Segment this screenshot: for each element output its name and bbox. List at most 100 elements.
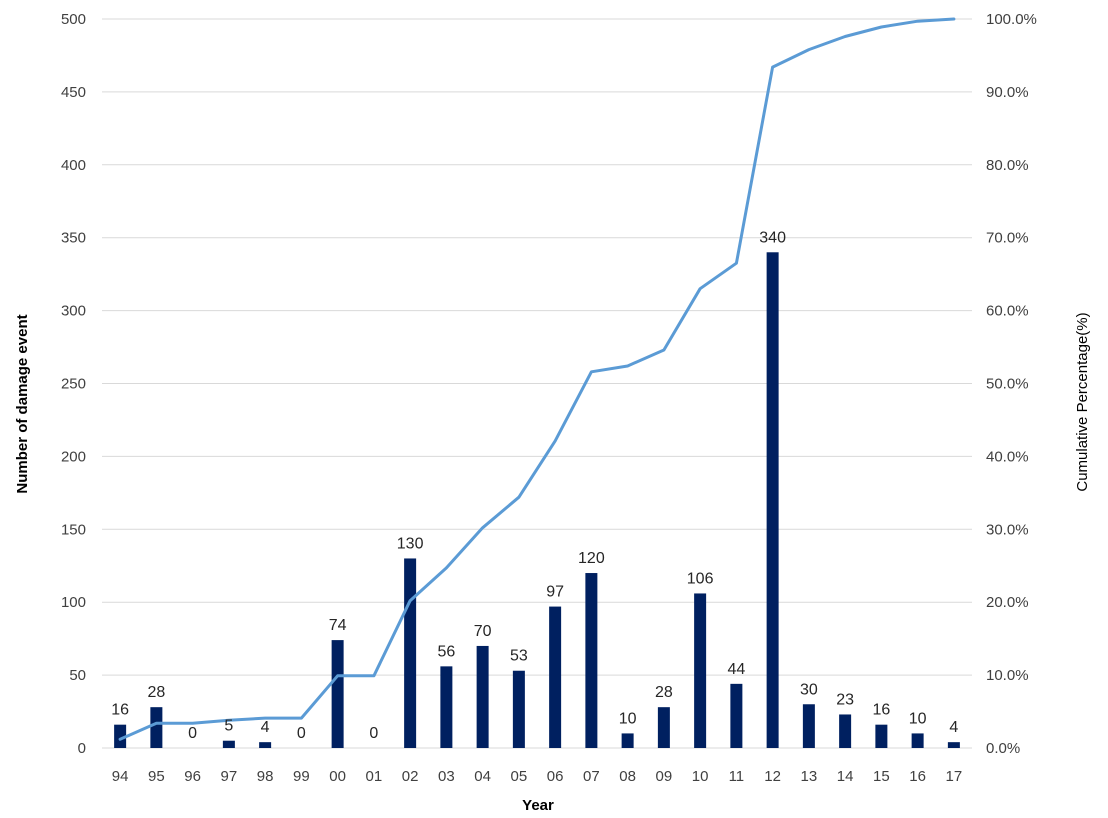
x-tick-label: 94 (112, 768, 129, 785)
x-tick-label: 02 (402, 768, 419, 785)
y2-tick-label: 20.0% (986, 594, 1029, 611)
data-label: 16 (872, 702, 890, 719)
y2-tick-label: 90.0% (986, 84, 1029, 101)
x-tick-label: 01 (366, 768, 383, 785)
y2-tick-label: 70.0% (986, 230, 1029, 247)
x-tick-label: 11 (729, 768, 745, 785)
y2-tick-label: 60.0% (986, 303, 1029, 320)
bar (259, 742, 272, 748)
gridlines (102, 18, 972, 749)
x-tick-label: 04 (474, 768, 491, 785)
data-label: 4 (261, 719, 270, 736)
cumulative-line-group (118, 17, 956, 741)
bar (730, 683, 743, 748)
bar (911, 733, 924, 748)
y-axis-right-title: Cumulative Percentage(%) (1074, 312, 1091, 491)
data-label: 0 (297, 725, 306, 742)
bar (657, 707, 670, 748)
x-tick-label: 14 (837, 768, 854, 785)
cumulative-line (118, 17, 956, 741)
data-label: 0 (188, 725, 197, 742)
data-label: 4 (949, 719, 958, 736)
bar (404, 558, 417, 748)
bar (512, 670, 525, 748)
data-label: 0 (369, 725, 378, 742)
x-tick-label: 03 (438, 768, 455, 785)
x-tick-label: 08 (619, 768, 636, 785)
data-label: 97 (546, 584, 564, 601)
y-tick-label: 450 (61, 84, 86, 101)
x-tick-label: 00 (329, 768, 346, 785)
data-label: 56 (437, 643, 455, 660)
x-tick-label: 17 (946, 768, 963, 785)
x-tick-label: 99 (293, 768, 310, 785)
bar (222, 740, 235, 748)
bar (476, 645, 489, 748)
bar (875, 724, 888, 748)
x-tick-label: 16 (909, 768, 926, 785)
y-tick-label: 350 (61, 230, 86, 247)
data-label: 74 (329, 617, 347, 634)
bars (114, 252, 960, 748)
x-tick-label: 98 (257, 768, 274, 785)
x-tick-label: 97 (221, 768, 238, 785)
data-label: 28 (147, 684, 165, 701)
y2-tick-label: 100.0% (986, 11, 1037, 28)
data-label: 16 (111, 702, 129, 719)
x-axis-ticks: 94 95 96 97 98 99 00 01 02 03 04 05 06 07 08 09 10 11 12 13… (112, 768, 962, 785)
y-axis-left-ticks: 0 50 100 150 200 250 300 350 400 450 500 (61, 11, 86, 757)
y-tick-label: 400 (61, 157, 86, 174)
x-tick-label: 05 (511, 768, 528, 785)
y-tick-label: 200 (61, 448, 86, 465)
x-tick-label: 10 (692, 768, 709, 785)
data-label: 30 (800, 681, 818, 698)
y-axis-right-ticks: 0.0% 10.0% 20.0% 30.0% 40.0% 50.0% 60.0% 70.0% 8… (986, 11, 1037, 757)
data-labels: 16 28 0 5 4 0 74 0 130 56 70 53 97 120 10 28 106 44 340 30 2… (111, 229, 958, 742)
bar (766, 252, 779, 748)
data-label: 44 (727, 661, 745, 678)
y-tick-label: 500 (61, 11, 86, 28)
data-label: 130 (397, 535, 424, 552)
y2-tick-label: 30.0% (986, 521, 1029, 538)
bar (150, 707, 163, 748)
y2-tick-label: 50.0% (986, 376, 1029, 393)
y-tick-label: 0 (78, 740, 86, 757)
x-tick-label: 96 (184, 768, 201, 785)
data-label: 5 (224, 718, 233, 735)
data-label: 120 (578, 550, 605, 567)
x-tick-label: 06 (547, 768, 564, 785)
bar (802, 704, 815, 748)
y-tick-label: 250 (61, 376, 86, 393)
data-label: 23 (836, 691, 854, 708)
data-label: 10 (909, 710, 927, 727)
y-tick-label: 100 (61, 594, 86, 611)
data-label: 106 (687, 570, 714, 587)
x-tick-label: 12 (764, 768, 781, 785)
bar (839, 714, 852, 748)
bar (549, 606, 562, 748)
data-label: 28 (655, 684, 673, 701)
y-tick-label: 50 (69, 667, 86, 684)
x-axis-title: Year (522, 797, 554, 814)
bar (114, 724, 127, 748)
data-label: 10 (619, 710, 637, 727)
bar (621, 733, 634, 748)
data-label: 53 (510, 648, 528, 665)
y-tick-label: 150 (61, 521, 86, 538)
y2-tick-label: 10.0% (986, 667, 1029, 684)
y2-tick-label: 40.0% (986, 448, 1029, 465)
y2-tick-label: 0.0% (986, 740, 1020, 757)
bar (694, 593, 707, 748)
y2-tick-label: 80.0% (986, 157, 1029, 174)
data-label: 340 (759, 229, 786, 246)
bar (585, 573, 598, 748)
bar (331, 640, 344, 748)
x-tick-label: 09 (656, 768, 673, 785)
bar (440, 666, 453, 748)
bar (947, 742, 960, 748)
x-tick-label: 15 (873, 768, 890, 785)
y-axis-left-title: Number of damage event (14, 314, 31, 493)
x-tick-label: 13 (801, 768, 818, 785)
x-tick-label: 95 (148, 768, 165, 785)
